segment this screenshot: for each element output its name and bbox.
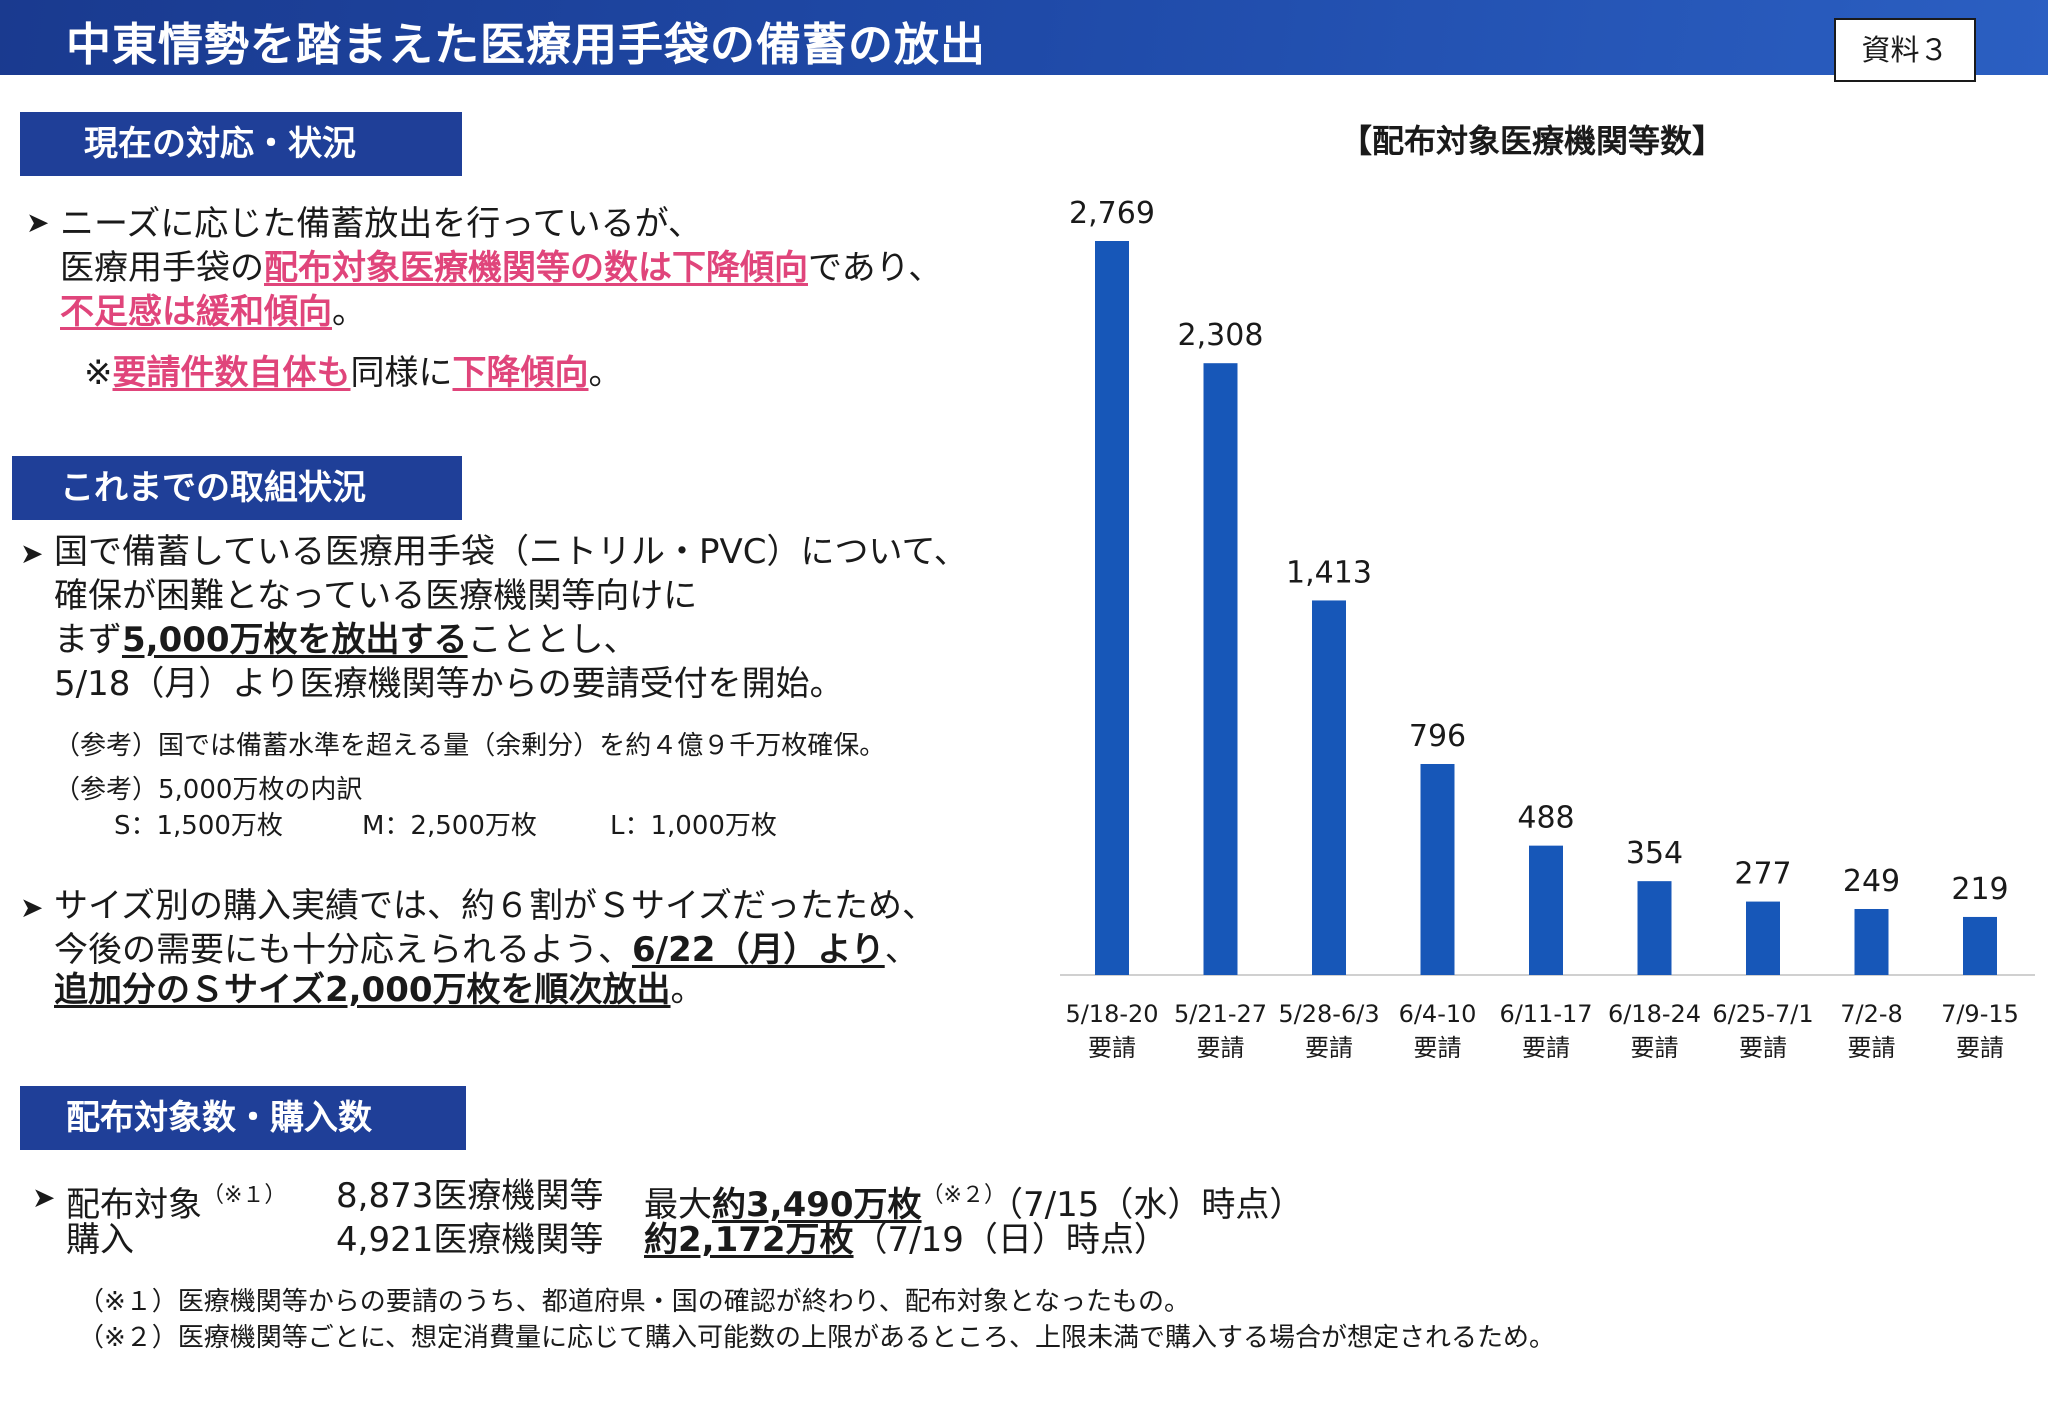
size-breakdown-l: L：1,000万枚 [610, 811, 777, 841]
category-label: 5/28-6/3 [1278, 1000, 1379, 1028]
data-label: 2,769 [1069, 196, 1155, 231]
distribution-amount: 最大約3,490万枚（※２）（7/15（水）時点） [644, 1183, 1304, 1225]
status-line-1: ニーズに応じた備蓄放出を行っているが、 [60, 204, 702, 244]
purchase-label: 購入 [66, 1220, 134, 1260]
data-label: 488 [1517, 801, 1574, 836]
size-result-line-1: サイズ別の購入実績では、約６割がＳサイズだったため、 [54, 886, 936, 926]
bar-6/11-17 [1529, 845, 1563, 975]
section-tab-current-status: 現在の対応・状況 [20, 112, 462, 176]
category-sublabel: 要請 [1088, 1034, 1136, 1062]
document-tag: 資料３ [1834, 18, 1976, 82]
purchase-amount: 約2,172万枚（7/19（日）時点） [644, 1220, 1168, 1260]
category-sublabel: 要請 [1522, 1034, 1570, 1062]
header-bar: 中東情勢を踏まえた医療用手袋の備蓄の放出 [0, 0, 2048, 75]
size-breakdown-s: S：1,500万枚 [114, 811, 283, 841]
category-sublabel: 要請 [1631, 1034, 1679, 1062]
bar-7/9-15 [1963, 916, 1997, 975]
category-sublabel: 要請 [1848, 1034, 1896, 1062]
section-tab-distribution: 配布対象数・購入数 [20, 1086, 466, 1150]
category-label: 7/2-8 [1840, 1000, 1903, 1028]
category-label: 5/18-20 [1065, 1000, 1158, 1028]
footnote-1: （※１）医療機関等からの要請のうち、都道府県・国の確認が終わり、配布対象となった… [78, 1287, 1190, 1317]
distribution-count: 8,873医療機関等 [336, 1176, 604, 1216]
initiative-line-1: 国で備蓄している医療用手袋（ニトリル・PVC）について、 [54, 532, 968, 572]
bar-5/18-20 [1095, 241, 1129, 975]
purchase-count: 4,921医療機関等 [336, 1220, 604, 1260]
size-result-line-2: 今後の需要にも十分応えられるよう、6/22（月）より、 [54, 930, 919, 970]
reference-note-2: （参考）5,000万枚の内訳 [54, 775, 363, 805]
bar-6/4-10 [1420, 763, 1455, 975]
section-tab-initiatives: これまでの取組状況 [12, 456, 462, 520]
data-label: 249 [1843, 864, 1900, 899]
category-label: 5/21-27 [1174, 1000, 1267, 1028]
data-label: 1,413 [1286, 555, 1372, 590]
data-label: 2,308 [1178, 318, 1264, 353]
category-label: 6/4-10 [1399, 1000, 1477, 1028]
chart-title: 【配布対象医療機関等数】 [1340, 122, 1724, 160]
category-sublabel: 要請 [1305, 1034, 1353, 1062]
data-label: 796 [1409, 719, 1466, 754]
category-label: 6/25-7/1 [1712, 1000, 1813, 1028]
data-label: 219 [1951, 872, 2008, 907]
arrowhead-bullet-icon: ➤ [26, 206, 50, 239]
reference-note-1: （参考）国では備蓄水準を超える量（余剰分）を約４億９千万枚確保。 [54, 731, 886, 761]
arrowhead-bullet-icon: ➤ [20, 891, 44, 924]
distribution-bar-chart: 【配布対象医療機関等数】 2,769 5/18-20 要請 2,308 5/21-27 要… [1060, 122, 2035, 1062]
initiative-line-3: まず5,000万枚を放出することとし、 [54, 620, 638, 660]
initiative-line-4: 5/18（月）より医療機関等からの要請受付を開始。 [54, 664, 844, 704]
category-sublabel: 要請 [1414, 1034, 1462, 1062]
arrowhead-bullet-icon: ➤ [32, 1181, 56, 1214]
status-note: ※要請件数自体も同様に下降傾向。 [84, 353, 623, 393]
bar-7/2-8 [1854, 908, 1889, 975]
category-label: 6/18-24 [1608, 1000, 1701, 1028]
category-sublabel: 要請 [1956, 1034, 2004, 1062]
data-label: 354 [1626, 836, 1683, 871]
category-label: 7/9-15 [1941, 1000, 2019, 1028]
status-line-2: 医療用手袋の配布対象医療機関等の数は下降傾向であり、 [60, 248, 943, 288]
initiative-line-2: 確保が困難となっている医療機関等向けに [54, 576, 698, 616]
distribution-label: 配布対象（※１） [66, 1183, 287, 1225]
page-title: 中東情勢を踏まえた医療用手袋の備蓄の放出 [66, 18, 987, 71]
size-result-line-3: 追加分のＳサイズ2,000万枚を順次放出。 [54, 970, 705, 1010]
category-label: 6/11-17 [1499, 1000, 1592, 1028]
bar-6/25-7/1 [1746, 901, 1780, 975]
category-sublabel: 要請 [1739, 1034, 1787, 1062]
status-line-3: 不足感は緩和傾向。 [60, 292, 366, 332]
footnote-2: （※２）医療機関等ごとに、想定消費量に応じて購入可能数の上限があるところ、上限未… [78, 1323, 1556, 1353]
category-sublabel: 要請 [1197, 1034, 1245, 1062]
bar-5/21-27 [1203, 363, 1238, 975]
size-breakdown-m: M：2,500万枚 [362, 811, 537, 841]
bar-6/18-24 [1637, 881, 1672, 975]
arrowhead-bullet-icon: ➤ [20, 537, 44, 570]
bar-5/28-6/3 [1312, 600, 1346, 975]
data-label: 277 [1734, 857, 1791, 892]
